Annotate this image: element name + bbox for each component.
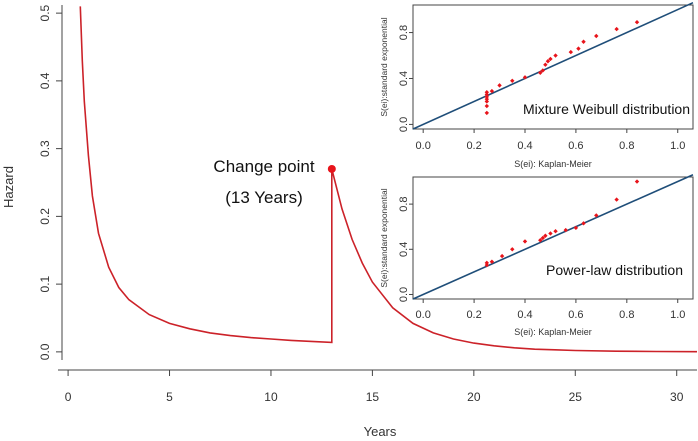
change-point-label: Change point bbox=[213, 157, 314, 176]
inset2-y-axis-title: S(ei):standard exponential bbox=[379, 188, 389, 287]
main-y-tick-label: 0.5 bbox=[38, 4, 52, 21]
inset1-reference-line bbox=[412, 1, 694, 130]
inset-data-point bbox=[484, 262, 490, 268]
inset-data-point bbox=[497, 83, 502, 88]
inset-y-tick-label: 0.8 bbox=[398, 196, 410, 211]
change-point-years-label: (13 Years) bbox=[225, 188, 303, 207]
inset-data-point bbox=[489, 259, 495, 264]
inset-data-point bbox=[548, 56, 553, 62]
inset-data-point bbox=[484, 103, 490, 109]
inset-data-point bbox=[540, 68, 546, 73]
inset-data-point bbox=[522, 75, 528, 80]
inset2-x-ticks: 0.0 0.2 0.4 0.6 0.8 1.0 bbox=[416, 299, 685, 321]
inset-data-point bbox=[522, 239, 528, 244]
inset-data-point bbox=[573, 225, 579, 231]
inset1-points bbox=[484, 20, 640, 116]
inset2-y-ticks: 0.0 0.4 0.8 bbox=[398, 196, 413, 302]
main-x-tick-label: 20 bbox=[467, 390, 481, 404]
inset-data-point bbox=[484, 110, 490, 116]
inset-y-tick-label: 0.0 bbox=[398, 287, 410, 302]
inset-data-point bbox=[545, 59, 551, 64]
inset-x-tick-label: 0.8 bbox=[619, 309, 634, 321]
inset-data-point bbox=[510, 78, 515, 83]
inset-x-tick-label: 0.4 bbox=[517, 140, 532, 152]
inset1-y-ticks: 0.0 0.4 0.8 bbox=[398, 25, 413, 132]
inset-x-tick-label: 0.8 bbox=[619, 140, 634, 152]
main-y-tick-label: 0.3 bbox=[38, 140, 52, 157]
inset-x-tick-label: 0.2 bbox=[466, 309, 481, 321]
inset-data-point bbox=[538, 70, 543, 75]
inset-data-point bbox=[510, 247, 515, 252]
inset-power-law: 0.0 0.2 0.4 0.6 0.8 1.0 0.0 0.4 0.8 Power-law d… bbox=[379, 174, 694, 337]
inset-data-point bbox=[484, 260, 490, 266]
change-point-marker bbox=[327, 164, 336, 173]
inset-y-tick-label: 0.4 bbox=[398, 242, 410, 257]
inset1-x-ticks: 0.0 0.2 0.4 0.6 0.8 1.0 bbox=[416, 129, 685, 152]
inset-x-tick-label: 0.4 bbox=[517, 309, 532, 321]
inset-x-tick-label: 1.0 bbox=[670, 309, 685, 321]
main-x-tick-label: 0 bbox=[65, 390, 72, 404]
inset-data-point bbox=[538, 238, 543, 243]
main-x-tick-label: 30 bbox=[670, 390, 684, 404]
inset1-y-axis-title: S(ei):standard exponential bbox=[379, 17, 389, 116]
inset-data-point bbox=[484, 90, 490, 95]
main-y-tick-label: 0.0 bbox=[38, 343, 52, 360]
main-x-tick-label: 5 bbox=[166, 390, 173, 404]
inset-data-point bbox=[548, 231, 553, 236]
inset-data-point bbox=[634, 20, 640, 25]
inset-data-point bbox=[484, 99, 490, 104]
inset-data-point bbox=[553, 53, 558, 58]
inset-data-point bbox=[581, 39, 586, 44]
inset-y-tick-label: 0.4 bbox=[398, 71, 410, 86]
inset2-x-axis-title: S(ei): Kaplan-Meier bbox=[514, 327, 592, 337]
inset-y-tick-label: 0.8 bbox=[398, 25, 410, 40]
inset-y-tick-label: 0.0 bbox=[398, 117, 410, 132]
inset-data-point bbox=[543, 233, 548, 238]
inset-data-point bbox=[614, 26, 619, 32]
inset-data-point bbox=[581, 221, 586, 226]
inset2-points bbox=[484, 179, 640, 268]
main-y-tick-label: 0.1 bbox=[38, 275, 52, 292]
inset-data-point bbox=[489, 88, 495, 94]
main-x-tick-label: 15 bbox=[366, 390, 380, 404]
inset1-title: Mixture Weibull distribution bbox=[523, 101, 690, 117]
inset-x-tick-label: 0.6 bbox=[568, 140, 583, 152]
inset2-reference-line bbox=[412, 174, 694, 300]
inset-x-tick-label: 1.0 bbox=[670, 140, 685, 152]
inset-mixture-weibull: 0.0 0.2 0.4 0.6 0.8 1.0 0.0 0.4 0.8 Mixture Wei… bbox=[379, 1, 694, 169]
inset-data-point bbox=[594, 33, 599, 39]
inset-data-point bbox=[594, 213, 599, 218]
main-y-ticks: 0.0 0.1 0.2 0.3 0.4 0.5 bbox=[38, 4, 62, 360]
inset-x-tick-label: 0.6 bbox=[568, 309, 583, 321]
inset1-x-axis-title: S(ei): Kaplan-Meier bbox=[514, 159, 592, 169]
inset-data-point bbox=[499, 253, 505, 259]
x-axis-title: Years bbox=[364, 424, 397, 439]
y-axis-title: Hazard bbox=[1, 166, 16, 208]
inset-data-point bbox=[484, 94, 490, 100]
inset-x-tick-label: 0.2 bbox=[466, 140, 481, 152]
inset-data-point bbox=[576, 46, 581, 51]
inset-data-point bbox=[634, 179, 640, 184]
inset-data-point bbox=[543, 62, 548, 67]
inset-data-point bbox=[568, 49, 574, 55]
inset-x-tick-label: 0.0 bbox=[416, 140, 431, 152]
main-x-tick-label: 25 bbox=[569, 390, 583, 404]
main-y-tick-label: 0.4 bbox=[38, 72, 52, 89]
inset-data-point bbox=[484, 96, 490, 102]
inset-data-point bbox=[484, 92, 490, 97]
inset-data-point bbox=[563, 227, 568, 233]
main-x-tick-label: 10 bbox=[264, 390, 278, 404]
inset-data-point bbox=[540, 235, 546, 241]
inset1-background bbox=[412, 4, 694, 130]
main-plot: 0 5 10 15 20 25 30 0.0 0.1 0.2 0.3 0.4 0.5 Change p… bbox=[1, 4, 698, 439]
inset2-title: Power-law distribution bbox=[546, 262, 683, 278]
inset-x-tick-label: 0.0 bbox=[416, 309, 431, 321]
inset-data-point bbox=[614, 197, 619, 202]
main-x-ticks: 0 5 10 15 20 25 30 bbox=[65, 370, 684, 404]
main-y-tick-label: 0.2 bbox=[38, 208, 52, 225]
hazard-curve bbox=[79, 6, 698, 353]
inset-data-point bbox=[553, 229, 558, 234]
